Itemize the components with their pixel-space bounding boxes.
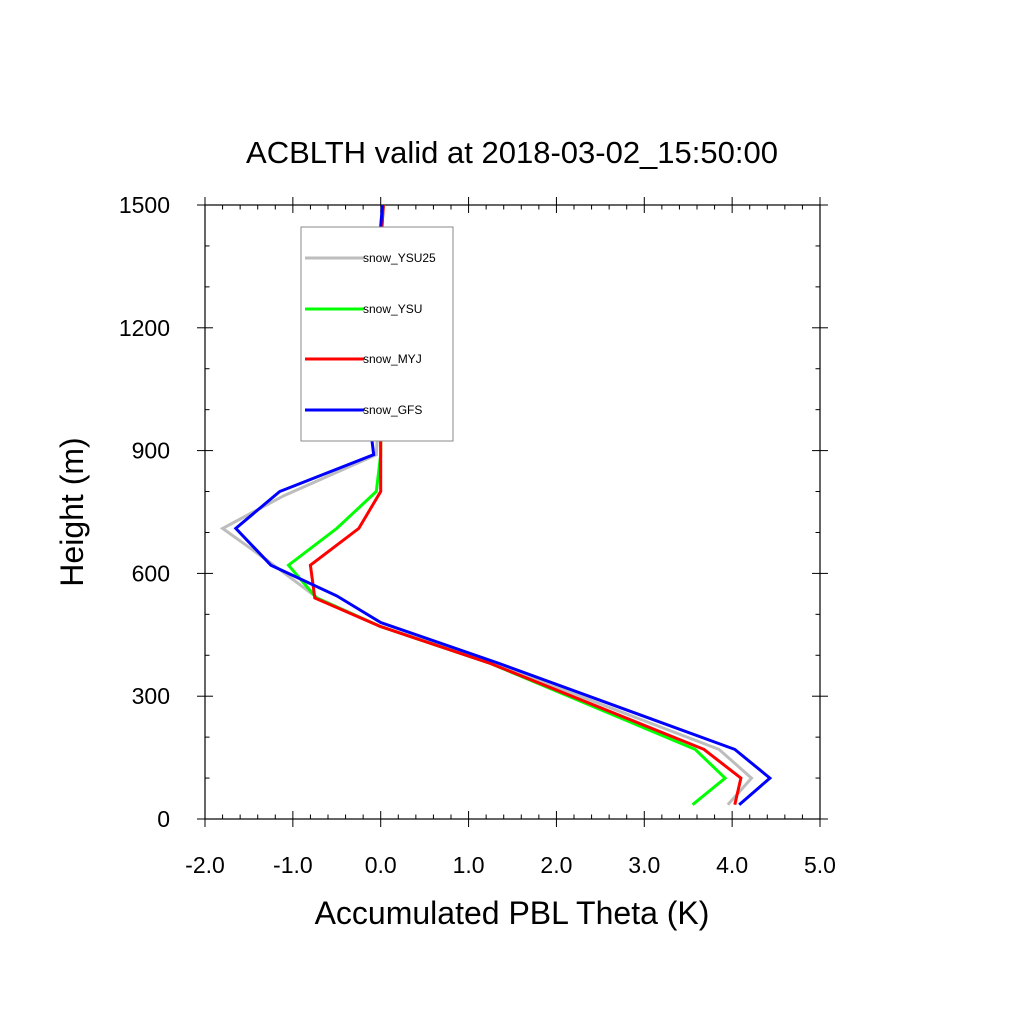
y-tick-label: 0 (157, 806, 170, 832)
x-tick-label: -1.0 (273, 852, 313, 878)
legend: snow_YSU25 snow_YSU snow_MYJ snow_GFS (300, 226, 454, 442)
y-axis-label: Height (m) (54, 437, 90, 586)
x-tick-label: 4.0 (716, 852, 748, 878)
y-tick-label: 600 (132, 560, 170, 586)
x-tick-label: 0.0 (365, 852, 397, 878)
y-tick-label: 300 (132, 683, 170, 709)
legend-label: snow_YSU25 (363, 251, 436, 265)
axis-ticks (197, 197, 828, 827)
x-tick-label: 5.0 (804, 852, 836, 878)
y-tick-labels: 0 300 600 900 1200 1500 (119, 192, 170, 832)
x-axis-label: Accumulated PBL Theta (K) (315, 895, 710, 931)
plot-frame (204, 204, 821, 820)
plot-area (204, 204, 821, 820)
legend-label: snow_MYJ (363, 352, 422, 366)
legend-box (300, 226, 454, 442)
x-tick-label: 1.0 (453, 852, 485, 878)
y-tick-label: 900 (132, 438, 170, 464)
chart-title: ACBLTH valid at 2018-03-02_15:50:00 (246, 135, 778, 170)
y-tick-label: 1200 (119, 315, 170, 341)
legend-label: snow_YSU (363, 302, 422, 316)
legend-label: snow_GFS (363, 403, 422, 417)
x-tick-label: 2.0 (540, 852, 572, 878)
y-tick-label: 1500 (119, 192, 170, 218)
x-tick-label: -2.0 (185, 852, 225, 878)
x-tick-labels: -2.0 -1.0 0.0 1.0 2.0 3.0 4.0 5.0 (185, 852, 836, 878)
x-tick-label: 3.0 (628, 852, 660, 878)
